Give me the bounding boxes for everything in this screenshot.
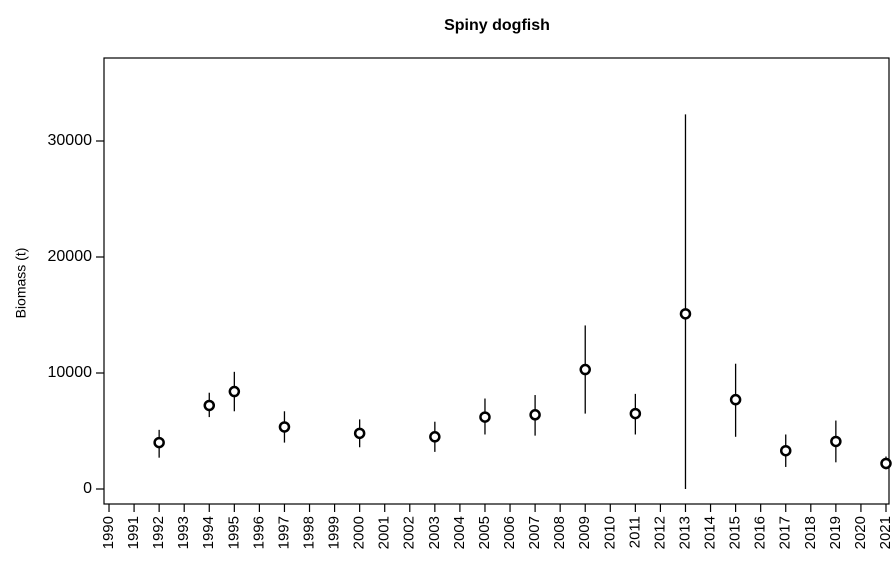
y-tick-label: 20000 (48, 248, 93, 265)
point (679, 308, 692, 320)
point (278, 421, 291, 433)
x-tick-label: 1997 (275, 516, 292, 549)
point (153, 436, 165, 449)
point (729, 393, 742, 406)
x-tick-label: 1999 (326, 516, 343, 549)
x-tick-label: 1996 (250, 516, 267, 549)
x-tick-label: 2016 (752, 516, 769, 549)
point (479, 411, 491, 423)
point (629, 407, 642, 420)
x-tick-label: 1990 (100, 516, 117, 549)
x-tick-label: 2018 (802, 516, 819, 549)
x-tick-label: 2015 (727, 516, 744, 549)
x-tick-label: 2005 (476, 516, 493, 549)
x-tick-label: 2017 (777, 516, 794, 549)
x-tick-label: 2021 (877, 516, 894, 549)
point (429, 431, 441, 443)
x-tick-label: 2002 (401, 516, 418, 549)
chart-title: Spiny dogfish (444, 17, 550, 34)
point (228, 385, 241, 398)
y-axis-label: Biomass (t) (13, 248, 29, 319)
x-tick-label: 2001 (376, 516, 393, 549)
x-tick-label: 2003 (426, 516, 443, 549)
x-tick-label: 1991 (125, 516, 142, 549)
x-tick-label: 2012 (651, 516, 668, 549)
point (579, 363, 591, 376)
x-tick-label: 2000 (351, 516, 368, 549)
x-tick-label: 2020 (852, 516, 869, 549)
point (830, 435, 842, 448)
x-tick-label: 2013 (676, 516, 693, 549)
x-tick-label: 2008 (551, 516, 568, 549)
point (779, 444, 792, 457)
x-tick-label: 2006 (501, 516, 518, 549)
x-tick-label: 2019 (827, 516, 844, 549)
point (353, 427, 366, 440)
x-tick-label: 2009 (576, 516, 593, 549)
x-tick-label: 1993 (175, 516, 192, 549)
y-tick-label: 0 (83, 480, 92, 497)
x-tick-label: 2007 (526, 516, 543, 549)
x-tick-label: 1995 (225, 516, 242, 549)
plot-frame (103, 57, 890, 505)
x-tick-label: 2014 (702, 516, 719, 549)
x-tick-label: 1994 (200, 516, 217, 549)
point (529, 409, 541, 421)
x-tick-label: 1998 (300, 516, 317, 549)
x-tick-label: 2011 (626, 516, 643, 548)
x-tick-label: 2010 (601, 516, 618, 549)
point (203, 399, 216, 412)
point (880, 457, 892, 470)
y-tick-label: 10000 (48, 364, 93, 381)
y-tick-label: 30000 (48, 132, 93, 149)
x-tick-label: 1992 (150, 516, 167, 549)
x-tick-label: 2004 (451, 516, 468, 549)
